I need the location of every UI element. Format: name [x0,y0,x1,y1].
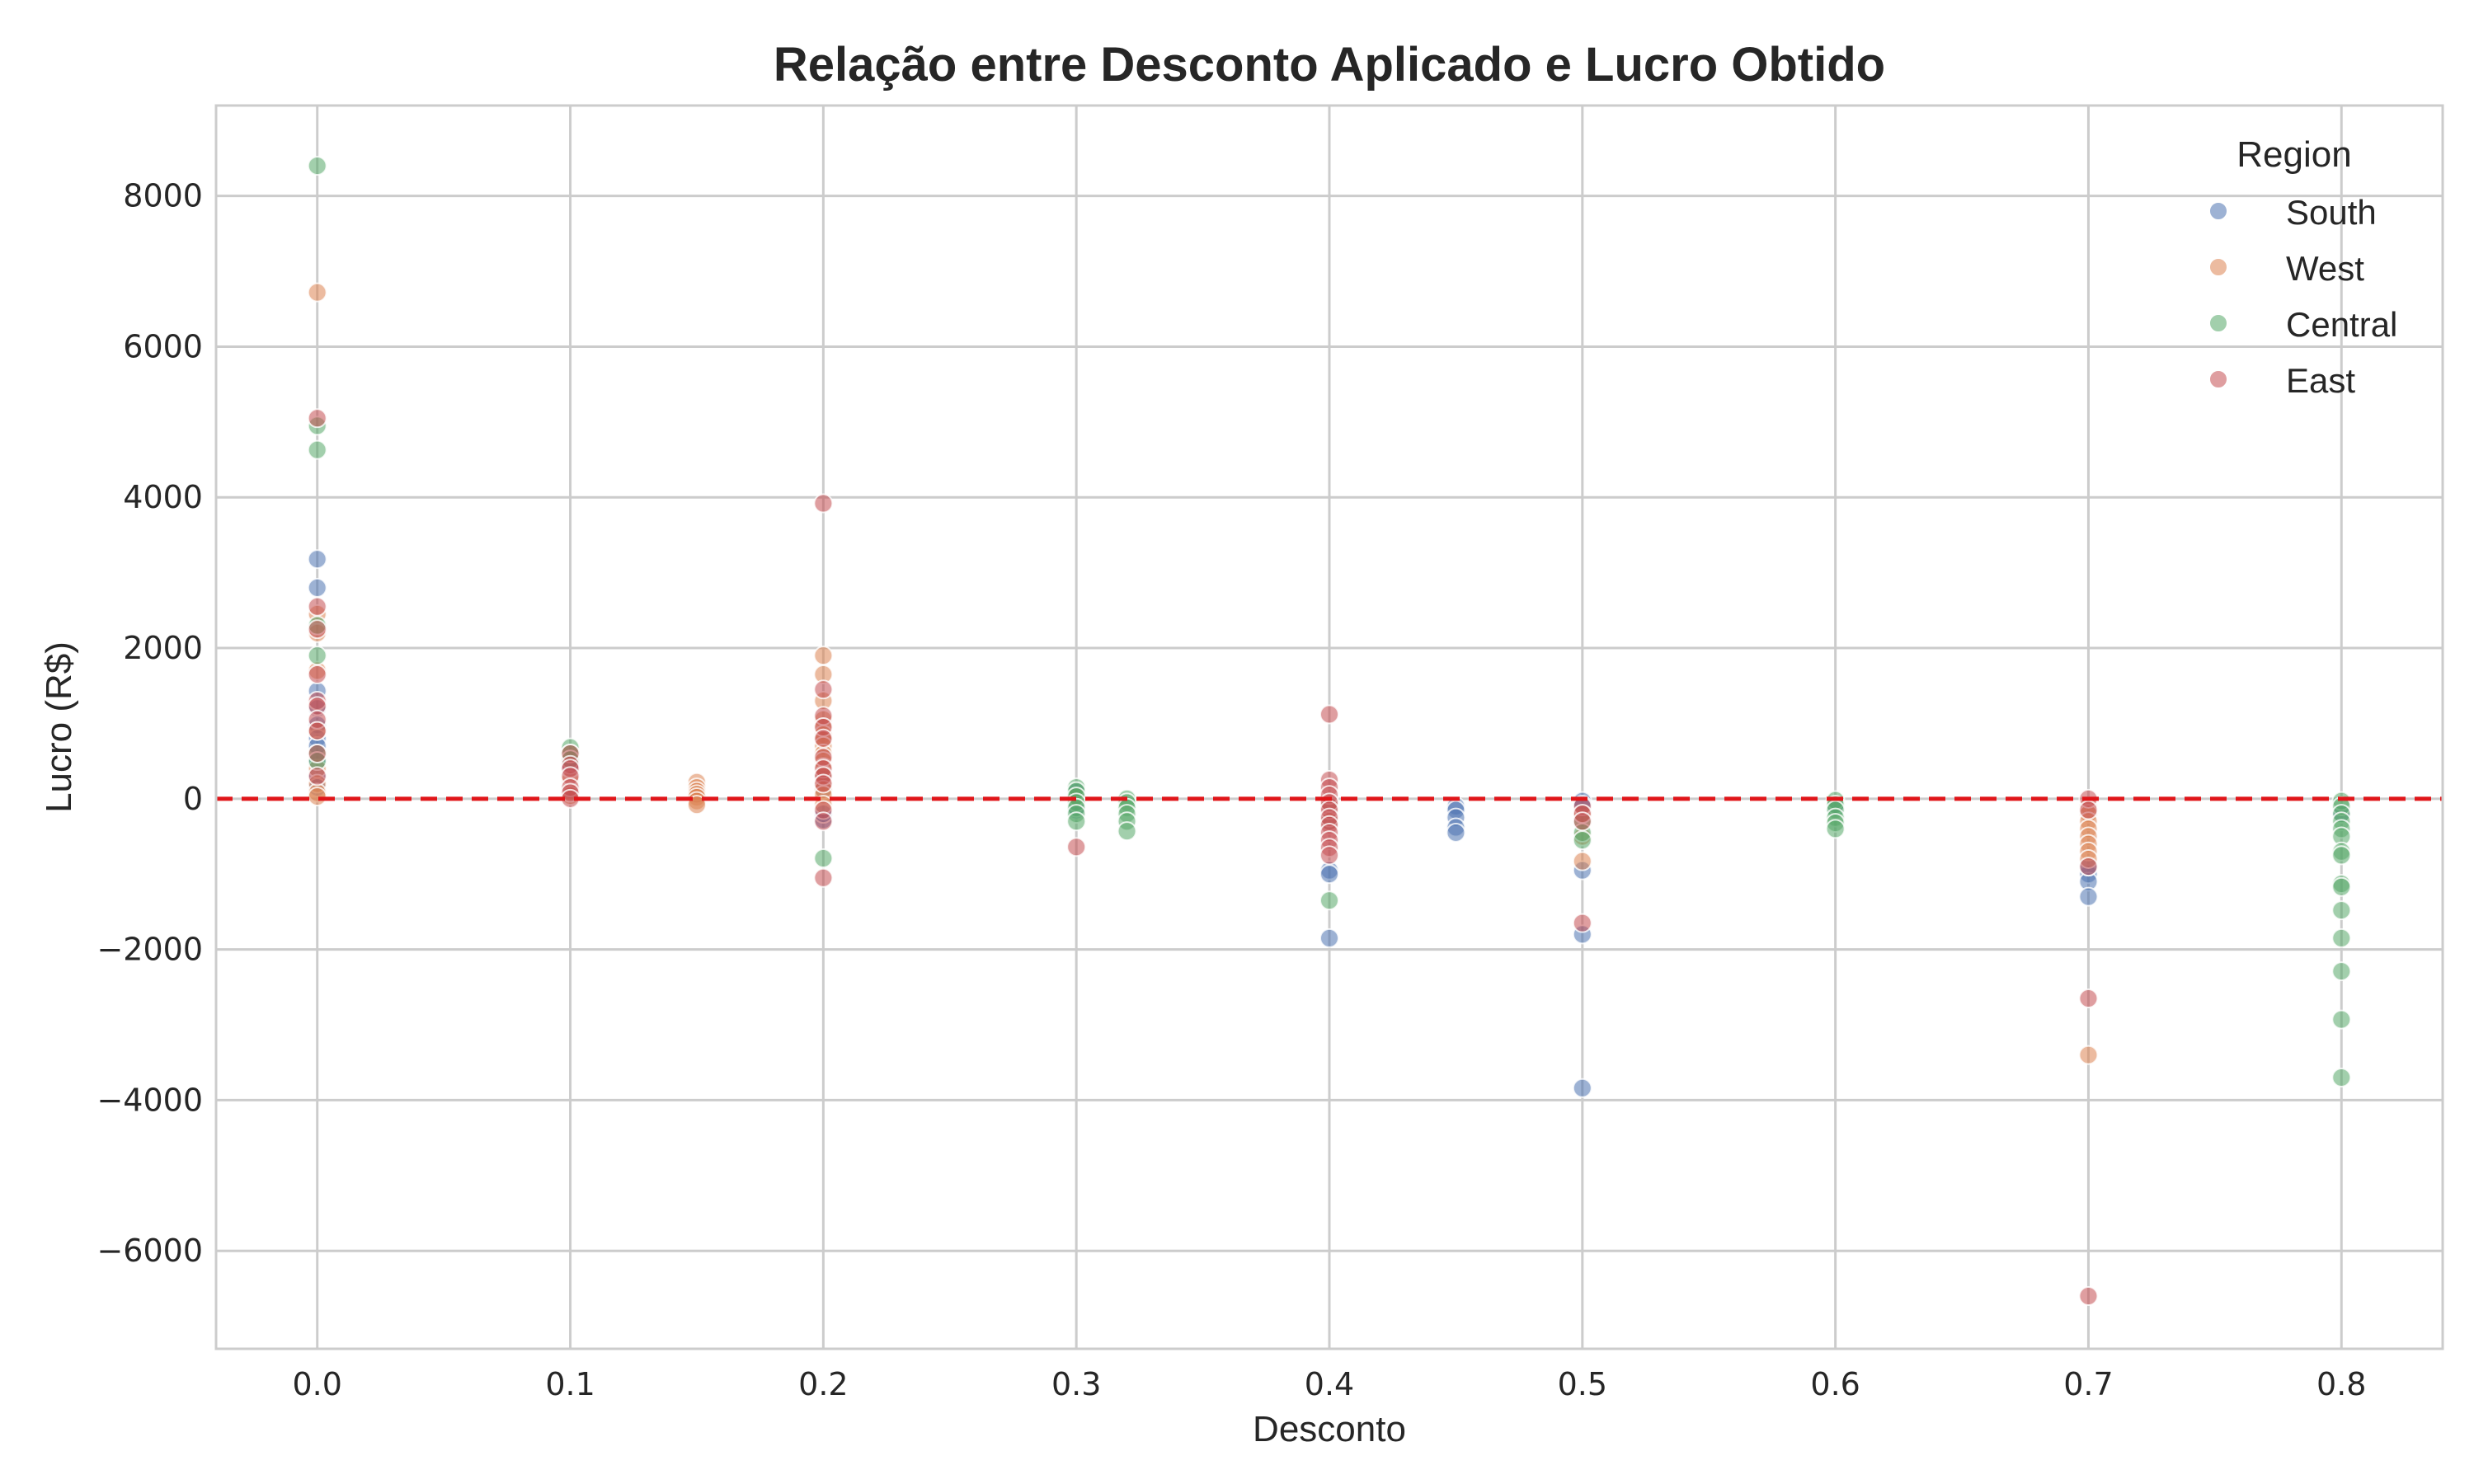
data-point-west [2078,1045,2099,1065]
legend-label-south: South [2286,193,2377,232]
data-point-south [307,577,327,598]
legend-marker-east [2208,369,2228,389]
y-tick-label: −2000 [96,932,203,968]
data-point-central [2331,1067,2352,1087]
data-point-south [2078,886,2099,907]
data-point-east [1066,837,1087,857]
data-point-west [307,787,327,807]
data-point-east [1572,811,1592,832]
x-tick-label: 0.4 [1305,1366,1354,1402]
data-point-east [307,596,327,617]
data-point-east [813,867,834,888]
y-tick-label: 6000 [123,328,203,364]
y-tick-label: 4000 [123,479,203,515]
data-point-central [307,156,327,176]
data-point-central [1825,819,1846,839]
data-point-east [2078,1286,2099,1307]
data-point-central [1572,830,1592,851]
y-tick-label: 8000 [123,178,203,214]
x-tick-label: 0.2 [798,1366,848,1402]
x-axis-ticks: 0.0 0.1 0.2 0.3 0.4 0.5 0.6 0.7 0.8 [293,1366,2367,1402]
data-point-west [813,646,834,666]
data-point-central [1066,811,1087,832]
plot-frame [214,104,2444,1350]
y-tick-label: 2000 [123,630,203,666]
x-tick-label: 0.7 [2063,1366,2113,1402]
grid [216,106,2443,1349]
data-point-east [813,811,834,832]
legend-marker-south [2208,201,2228,221]
data-point-central [2331,928,2352,948]
data-point-central [813,848,834,869]
data-point-east [307,408,327,429]
data-point-central [1319,890,1339,911]
legend-title: Region [2236,134,2351,175]
legend: Region South West Central East [2208,134,2397,400]
data-point-east [813,679,834,700]
data-point-central [307,646,327,666]
data-point-east [1572,913,1592,933]
data-point-east [307,766,327,787]
data-point-west [1572,851,1592,871]
y-tick-label: −6000 [96,1233,203,1269]
legend-label-east: East [2286,361,2355,400]
x-tick-label: 0.8 [2316,1366,2366,1402]
data-point-east [2078,800,2099,820]
data-point-east [2078,857,2099,877]
data-point-east [1319,845,1339,866]
x-tick-label: 0.6 [1810,1366,1860,1402]
data-point-central [307,439,327,460]
data-point-south [1446,822,1466,843]
chart-title: Relação entre Desconto Aplicado e Lucro … [774,38,1885,92]
x-axis-label: Desconto [1253,1409,1406,1449]
x-tick-label: 0.1 [545,1366,595,1402]
data-point-central [2331,845,2352,866]
data-point-east [307,619,327,640]
y-tick-label: 0 [183,781,203,817]
x-tick-label: 0.5 [1558,1366,1607,1402]
data-point-central [2331,1009,2352,1030]
legend-label-central: Central [2286,305,2397,344]
data-point-central [2331,876,2352,897]
data-point-east [2078,989,2099,1009]
data-points [307,156,2352,1307]
data-point-south [307,549,327,570]
y-axis-label: Lucro (R$) [39,641,79,813]
data-point-east [813,493,834,514]
data-point-central [2331,961,2352,982]
legend-marker-central [2208,313,2228,333]
legend-marker-west [2208,257,2228,277]
y-axis-ticks: −6000 −4000 −2000 0 2000 4000 6000 8000 [96,178,203,1270]
y-tick-label: −4000 [96,1082,203,1118]
x-tick-label: 0.0 [293,1366,342,1402]
data-point-south [1319,928,1339,948]
data-point-east [813,773,834,794]
data-point-central [2331,900,2352,921]
legend-label-west: West [2286,249,2364,288]
data-point-west [307,282,327,303]
data-point-east [813,728,834,749]
data-point-east [307,743,327,763]
data-point-central [1117,821,1137,842]
data-point-east [1319,704,1339,725]
data-point-east [307,665,327,685]
data-point-south [1319,864,1339,885]
data-point-south [1572,1078,1592,1098]
x-tick-label: 0.3 [1051,1366,1101,1402]
data-point-east [307,721,327,741]
